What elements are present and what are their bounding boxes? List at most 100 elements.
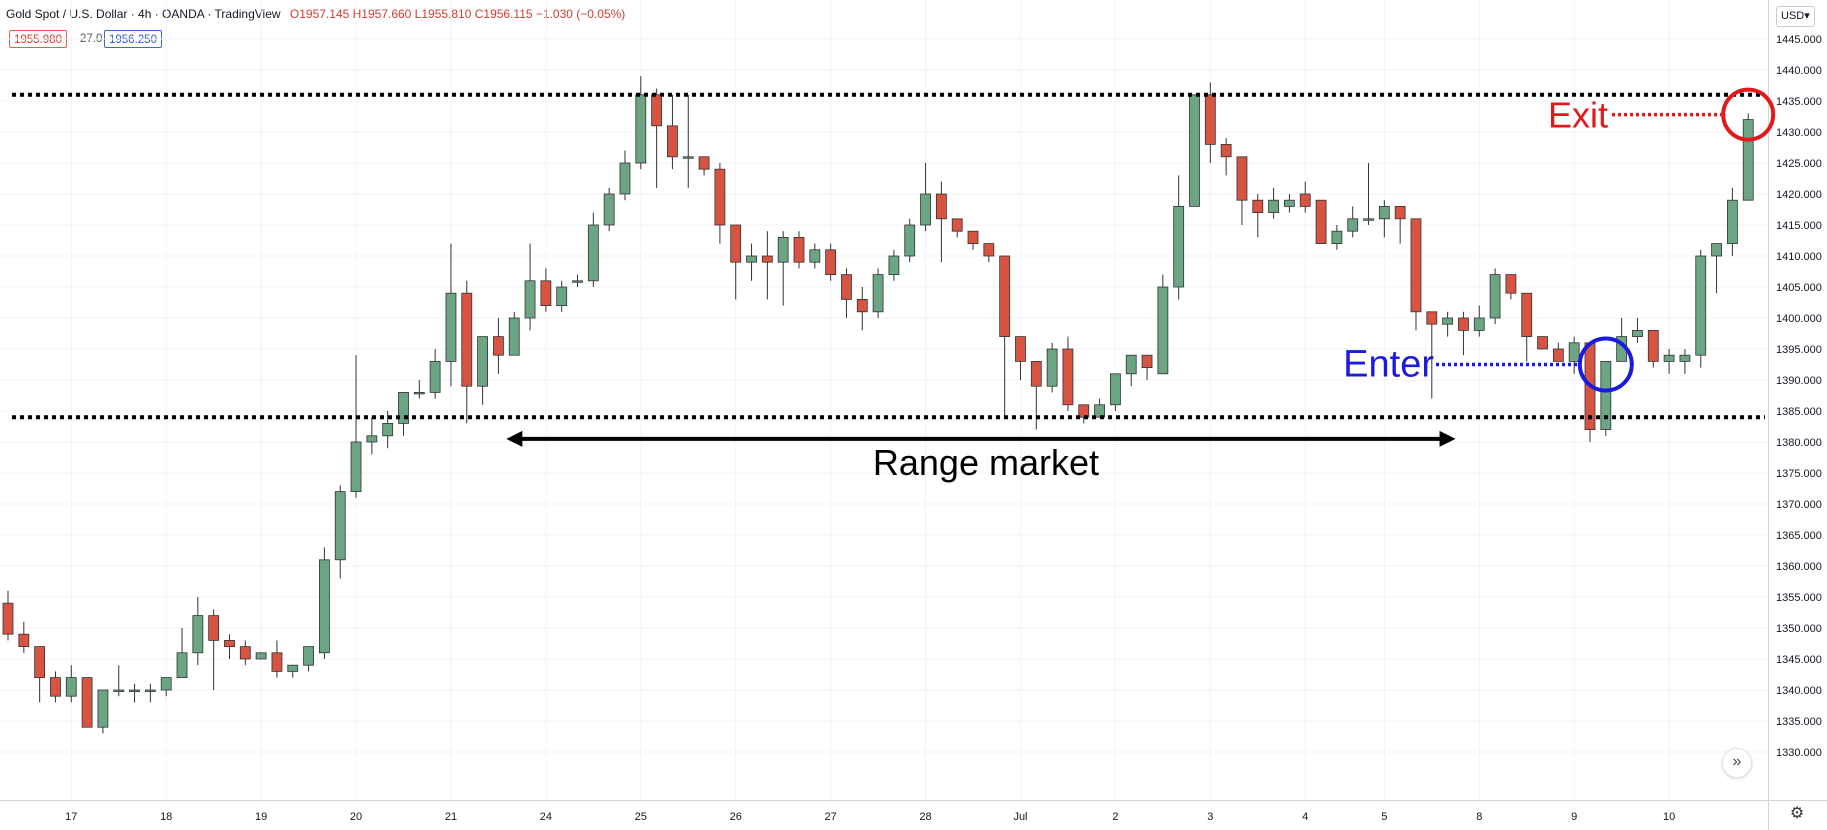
time-tick-label: 2 [1112,811,1118,823]
price-tick-label: 1435.000 [1776,96,1822,108]
price-tick-label: 1420.000 [1776,189,1822,201]
time-tick-label: 10 [1663,811,1675,823]
candle-body [1679,354,1691,362]
candle-body [303,646,314,666]
candle-body [1363,218,1374,221]
candle-body [540,280,552,306]
price-tick-label: 1425.000 [1776,158,1822,170]
candle-body [730,224,742,263]
price-tick-label: 1390.000 [1776,375,1822,387]
time-tick-label: 17 [65,811,77,823]
candle-body [1125,354,1137,375]
candle-body [1473,317,1485,331]
candle-body [350,441,362,492]
symbol-title: Gold Spot / U.S. Dollar · 4h · OANDA · T… [6,7,281,21]
candle-body [793,236,805,263]
candle-body [1505,274,1517,294]
candle-body [920,193,931,226]
price-tick-label: 1380.000 [1776,437,1822,449]
time-tick-label: 25 [635,811,647,823]
candle-body [935,193,947,220]
price-tick-label: 1365.000 [1776,530,1822,542]
price-tick-label: 1405.000 [1776,282,1822,294]
candle-body [746,255,757,263]
exit-circle [1721,87,1776,142]
candle-body [983,243,995,257]
candle-body [651,94,663,127]
candle-body [1236,156,1248,201]
candle-body [1252,199,1264,213]
candle-body [1568,342,1580,362]
time-tick-label: 26 [730,811,742,823]
time-tick-label: 24 [540,811,552,823]
candle-body [1157,286,1169,375]
candle-body [777,236,789,263]
price-tick-label: 1400.000 [1776,313,1822,325]
enter-label: Enter [1343,344,1434,386]
candle-body [1711,243,1722,257]
candle-body [999,255,1011,337]
chart-header: Gold Spot / U.S. Dollar · 4h · OANDA · T… [6,7,625,21]
candle-body [334,491,346,561]
candle-body [809,249,821,263]
time-tick-label: Jul [1013,811,1027,823]
gear-icon[interactable]: ⚙ [1789,805,1805,822]
candle-body [1426,311,1438,325]
candle-body [1378,205,1390,220]
time-tick-label: 8 [1476,811,1482,823]
candle-body [1742,119,1754,201]
candle-body [1299,193,1311,207]
candle-body [461,292,473,387]
candle-body [1331,230,1343,244]
price-tick-label: 1340.000 [1776,685,1822,697]
price-tick-label: 1370.000 [1776,499,1822,511]
time-tick-label: 5 [1381,811,1387,823]
candle-body [160,677,172,691]
candle-body [1189,94,1200,207]
candle-body [1442,317,1454,325]
time-tick-label: 4 [1302,811,1308,823]
candle-body [1521,292,1533,338]
candle-body [698,156,710,170]
candle-body [572,280,583,283]
candle-body [1489,274,1501,319]
candle-body [18,633,30,648]
price-tick-label: 1355.000 [1776,592,1822,604]
ohlc-readout: O1957.145 H1957.660 L1955.810 C1956.115 … [289,7,626,21]
candle-body [366,435,378,443]
time-tick-label: 20 [350,811,362,823]
price-tick-label: 1430.000 [1776,127,1822,139]
candle-body [1046,348,1058,387]
range-arrow-left-head [506,430,523,447]
candle-body [113,689,125,692]
price-tick-label: 1395.000 [1776,344,1822,356]
currency-select[interactable]: USD▾ [1776,6,1815,27]
candle-body [445,292,457,362]
candle-body [429,360,441,393]
candle-body [1204,94,1216,145]
candle-body [1347,218,1359,232]
candle-body [287,664,299,672]
candle-body [967,230,979,244]
double-chevron-right-icon[interactable]: » [1722,748,1752,778]
candle-body [667,125,678,158]
candle-body [825,249,837,276]
candle-body [841,274,852,300]
enter-circle [1577,336,1634,393]
price-tick-label: 1385.000 [1776,406,1822,418]
candle-body [1552,348,1564,362]
price-tick-label: 1415.000 [1776,220,1822,232]
candle-body [255,652,267,660]
candle-body [888,255,900,276]
candle-body [413,391,425,395]
candle-body [176,652,188,678]
time-tick-label: 27 [825,811,837,823]
candle-body [1268,199,1279,213]
candle-body [1015,336,1026,362]
candle-body [50,677,61,697]
candle-body [761,255,773,263]
candle-body [904,224,916,257]
candle-body [603,193,615,226]
time-tick-label: 19 [255,811,267,823]
